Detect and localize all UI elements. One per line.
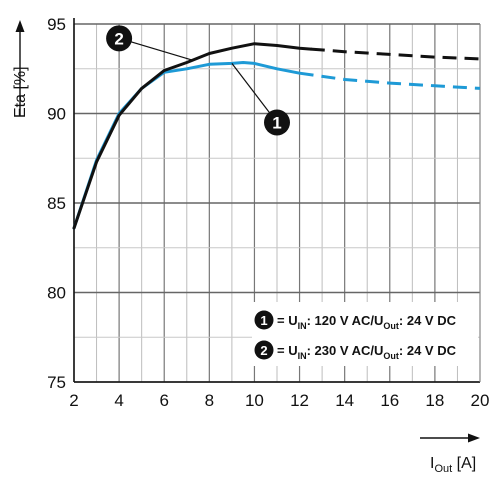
x-tick-label: 8: [205, 391, 214, 410]
series-markers: 12: [106, 25, 290, 136]
legend-subscript: IN: [298, 351, 307, 361]
legend-text-part: = U: [277, 313, 298, 328]
legend-subscript: Out: [383, 351, 399, 361]
y-tick-label: 90: [47, 105, 66, 124]
legend-marker-1-label: 1: [260, 313, 267, 328]
marker-1-label: 1: [272, 113, 281, 132]
x-tick-label: 4: [114, 391, 123, 410]
x-tick-label: 2: [69, 391, 78, 410]
x-tick-label: 20: [471, 391, 490, 410]
axes: [73, 18, 481, 383]
y-label-arrow-head: [15, 20, 25, 32]
legend: 1 = UIN: 120 V AC/UOut: 24 V DC2 = UIN: 23…: [252, 302, 478, 366]
legend-marker-1: [254, 310, 274, 330]
x-axis-label: IOut [A]: [430, 455, 476, 475]
legend-entry-1: = UIN: 120 V AC/UOut: 24 V DC: [277, 313, 457, 331]
series-2-line: [72, 42, 313, 230]
y-axis-label: Eta [%]: [12, 66, 29, 118]
x-label-arrow-head: [468, 433, 480, 443]
legend-text-part: : 24 V DC: [399, 343, 457, 358]
x-tick-label: 16: [380, 391, 399, 410]
legend-marker-2: [254, 340, 274, 360]
x-tick-label: 6: [159, 391, 168, 410]
y-tick-label: 95: [47, 15, 66, 34]
marker-leaders: [118, 37, 278, 123]
x-tick-label: 12: [290, 391, 309, 410]
legend-marker-2-label: 2: [260, 343, 267, 358]
x-tick-label: 10: [245, 391, 264, 410]
marker-2-label: 2: [114, 29, 123, 48]
y-tick-label: 75: [47, 373, 66, 392]
x-label-subscript: Out: [434, 463, 452, 475]
x-label-main: I: [430, 455, 434, 472]
y-tick-label: 80: [47, 284, 66, 303]
x-tick-label: 18: [425, 391, 444, 410]
legend-text-part: : 230 V AC/U: [307, 343, 384, 358]
x-tick-label: 14: [335, 391, 354, 410]
legend-box: [252, 302, 478, 366]
marker-1-circle: [264, 109, 290, 136]
series-2-dashed-line: [310, 47, 481, 61]
legend-subscript: IN: [298, 321, 307, 331]
legend-entry-2: = UIN: 230 V AC/UOut: 24 V DC: [277, 343, 457, 361]
marker-2-circle: [106, 25, 133, 52]
legend-subscript: Out: [383, 321, 399, 331]
legend-text-part: : 24 V DC: [399, 313, 457, 328]
x-label-unit: [A]: [452, 455, 476, 472]
y-tick-label: 85: [47, 194, 66, 213]
legend-text-part: = U: [277, 343, 298, 358]
axis-labels: Eta [%]IOut [A]: [12, 20, 480, 475]
series-layer: [72, 42, 481, 230]
series-1-dashed-line: [299, 71, 481, 90]
legend-text-part: : 120 V AC/U: [307, 313, 384, 328]
